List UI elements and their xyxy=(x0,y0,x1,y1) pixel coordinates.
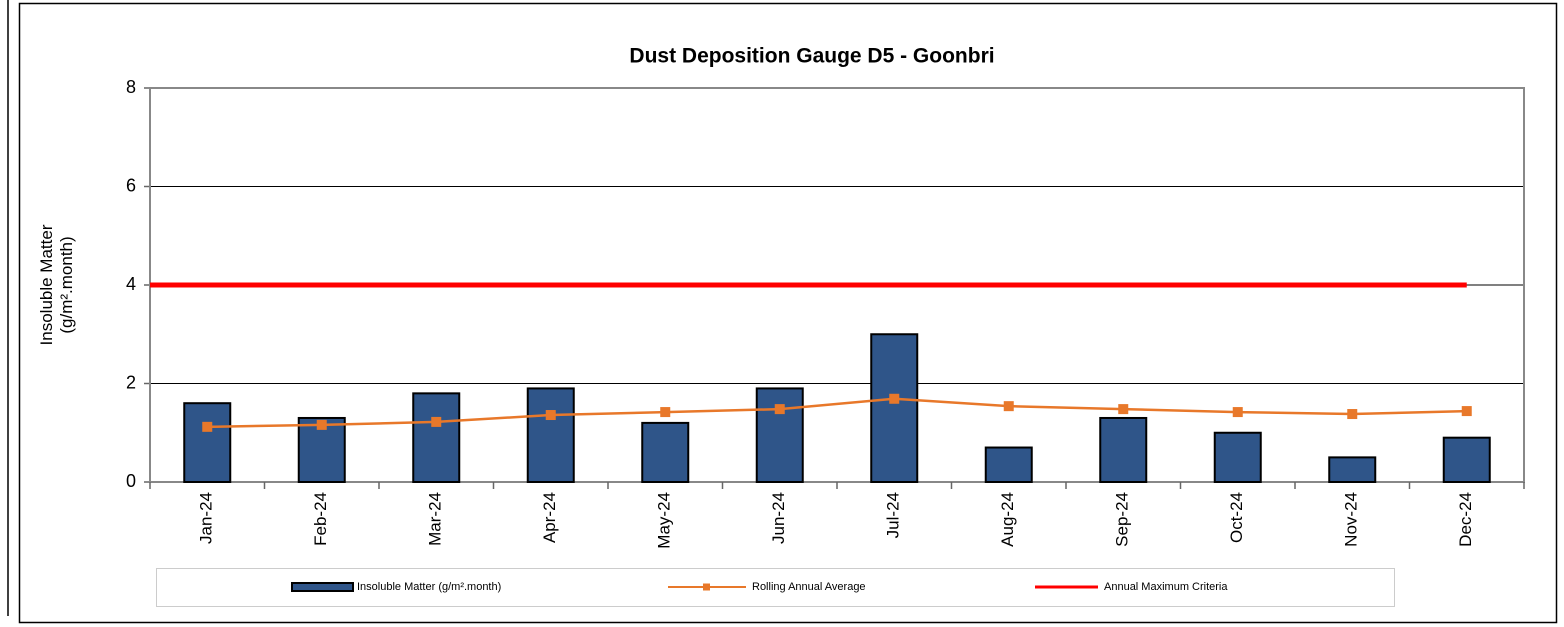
chart-frame xyxy=(18,2,1558,624)
line xyxy=(207,397,1467,429)
chart-title: Dust Deposition Gauge D5 - Goonbri xyxy=(629,45,994,68)
bar xyxy=(641,421,690,483)
marker xyxy=(774,404,785,415)
marker xyxy=(202,421,213,432)
legend-swatch xyxy=(291,582,354,592)
marker xyxy=(1118,404,1129,415)
y-tick-label: 8 xyxy=(126,77,136,97)
legend-label: Insoluble Matter (g/m².month) xyxy=(357,581,501,593)
y-axis-label-line: (g/m².month) xyxy=(57,236,76,333)
y-tick-label: 0 xyxy=(126,471,136,491)
y-tick-label: 4 xyxy=(126,274,136,294)
marker xyxy=(545,410,556,421)
marker xyxy=(431,416,442,427)
x-tick-label: Aug-24 xyxy=(998,492,1017,547)
bar xyxy=(1328,456,1377,483)
x-tick-label: Mar-24 xyxy=(426,492,445,546)
x-tick-label: Sep-24 xyxy=(1113,492,1132,547)
x-tick-label: Oct-24 xyxy=(1227,492,1246,543)
marker xyxy=(1461,406,1472,417)
y-tick-label: 6 xyxy=(126,175,136,195)
bar xyxy=(755,387,804,483)
marker xyxy=(660,407,671,418)
bar xyxy=(870,333,919,483)
marker xyxy=(316,419,327,430)
legend xyxy=(156,568,1395,607)
bar xyxy=(412,392,461,484)
x-tick-label: Feb-24 xyxy=(311,492,330,546)
y-axis-label-line: Insoluble Matter xyxy=(37,224,56,345)
marker xyxy=(889,393,900,404)
x-tick-label: Nov-24 xyxy=(1342,492,1361,547)
y-axis-label: Insoluble Matter(g/m².month) xyxy=(37,224,76,345)
legend-label: Annual Maximum Criteria xyxy=(1104,581,1228,593)
bar xyxy=(1442,436,1491,483)
x-tick-label: May-24 xyxy=(655,492,674,549)
marker xyxy=(1232,407,1243,418)
x-tick-label: Jun-24 xyxy=(769,492,788,544)
marker xyxy=(1003,401,1014,412)
bar xyxy=(1213,431,1262,483)
legend-marker xyxy=(703,583,710,591)
bar xyxy=(526,387,575,483)
marker xyxy=(1347,409,1358,420)
y-tick-label: 2 xyxy=(126,372,136,392)
bar xyxy=(1099,416,1148,484)
x-tick-label: Dec-24 xyxy=(1456,492,1475,547)
legend-label: Rolling Annual Average xyxy=(752,581,866,593)
x-tick-label: Jan-24 xyxy=(197,492,216,544)
bar xyxy=(984,446,1033,483)
x-tick-label: Jul-24 xyxy=(884,492,903,538)
bar xyxy=(183,402,232,484)
x-tick-label: Apr-24 xyxy=(540,492,559,543)
